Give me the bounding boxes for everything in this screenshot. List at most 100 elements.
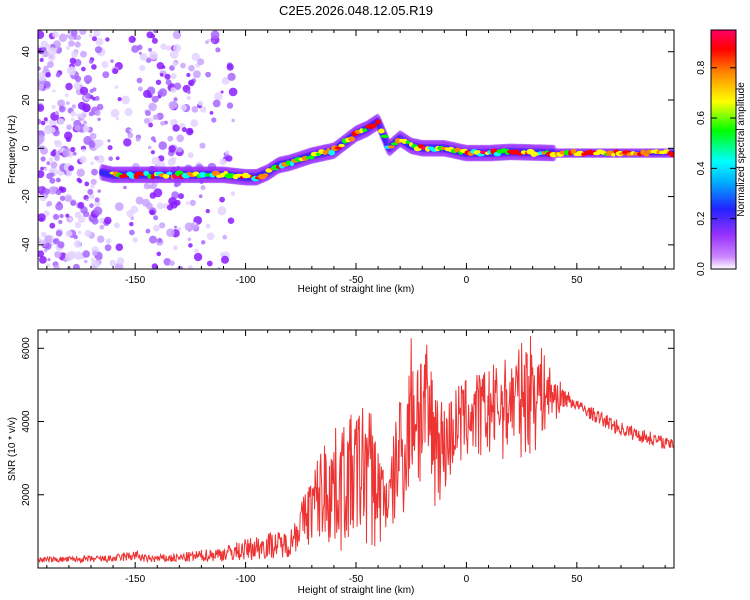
spectrogram-noise-point <box>231 118 235 123</box>
spectrogram-noise-point <box>92 250 98 257</box>
spectrogram-noise-point <box>170 87 177 93</box>
spectrogram-noise-point <box>199 142 206 149</box>
spectrogram-noise-point <box>136 77 143 84</box>
spectrogram-noise-point <box>96 235 105 243</box>
spec-ytick-label: 20 <box>21 94 32 106</box>
spectrogram-noise-point <box>225 150 230 155</box>
spectrogram-noise-point <box>40 120 46 126</box>
spectrogram-noise-point <box>142 198 150 207</box>
snr-ylabel: SNR (10 * v/v) <box>7 417 18 481</box>
chart-title: C2E5.2026.048.12.05.R19 <box>279 3 433 18</box>
spectrogram-noise-point <box>188 243 193 248</box>
spectrogram-noise-point <box>43 65 49 71</box>
spectrogram-noise-point <box>43 117 48 122</box>
spectrogram-noise-point <box>167 135 174 142</box>
spectrogram-noise-point <box>74 221 82 229</box>
spectrogram-noise-point <box>44 235 53 243</box>
spectrogram-noise-point <box>151 263 158 269</box>
spectrogram-noise-point <box>97 117 101 122</box>
spectrogram-noise-point <box>180 62 186 69</box>
spectrogram-noise-point <box>205 223 211 229</box>
spectrogram-noise-point <box>230 191 236 196</box>
spectrogram-noise-point <box>151 156 160 165</box>
spectrogram-noise-point <box>129 229 135 236</box>
spectrogram-noise-point <box>222 234 227 240</box>
spectrogram-noise-point <box>49 222 56 229</box>
spectrogram-ridge-peak <box>514 149 520 155</box>
spectrogram-noise-point <box>214 92 223 101</box>
spectrogram-noise-point <box>193 222 197 225</box>
colorbar-tick-label: 0.0 <box>696 262 707 276</box>
spectrogram-noise-point <box>193 252 203 262</box>
snr-marks <box>38 336 674 564</box>
spectrogram-noise-point <box>135 137 141 142</box>
spectrogram-ridge-peak <box>387 145 395 149</box>
spectrogram-noise-point <box>149 51 158 60</box>
spectrogram-noise-point <box>43 188 51 195</box>
spectrogram-noise-point <box>115 156 120 161</box>
spectrogram-noise-point <box>55 189 62 196</box>
spectrogram-noise-point <box>172 30 182 40</box>
snr-xtick-label: 50 <box>571 574 583 585</box>
spectrogram-noise-point <box>90 184 95 189</box>
spectrogram-noise-point <box>148 122 154 128</box>
spectrogram-noise-point <box>94 197 100 203</box>
spectrogram-noise-point <box>42 50 50 58</box>
spectrogram-ridge-peak <box>338 143 345 148</box>
spectrogram-noise-point <box>135 196 144 205</box>
colorbar-tick-label: 0.6 <box>696 111 707 125</box>
spectrogram-noise-point <box>105 37 110 42</box>
spectrogram-noise-point <box>148 47 153 52</box>
spectrogram-noise-point <box>189 199 196 206</box>
spectrogram-noise-point <box>147 145 152 150</box>
spectrogram-noise-point <box>114 222 120 229</box>
spec-xtick-label: -100 <box>236 275 256 286</box>
spectrogram-noise-point <box>219 158 227 166</box>
spectrogram-noise-point <box>83 75 93 84</box>
spectrogram-noise-point <box>124 107 133 117</box>
spectrogram-noise-point <box>168 145 176 153</box>
spectrogram-noise-point <box>65 45 71 50</box>
spectrogram-noise-point <box>156 202 164 210</box>
spectrogram-noise-point <box>57 178 61 182</box>
spectrogram-noise-point <box>206 232 215 241</box>
snr-xtick-label: -150 <box>125 574 145 585</box>
spectrogram-noise-point <box>219 196 226 203</box>
spectrogram-noise-point <box>57 241 65 249</box>
snr-xtick-label: -50 <box>349 574 364 585</box>
spectrogram-noise-point <box>52 89 56 93</box>
spectrogram-noise-point <box>205 208 210 214</box>
spectrogram-ridge-peak <box>372 123 377 128</box>
spectrogram-noise-point <box>70 111 77 117</box>
spectrogram-noise-point <box>80 50 87 58</box>
spectrogram-noise-point <box>69 57 77 64</box>
spectrogram-noise-point <box>38 66 41 71</box>
spectrogram-noise-point <box>40 156 46 162</box>
spectrogram-noise-point <box>156 251 162 257</box>
spectrogram-noise-point <box>168 197 177 206</box>
spectrogram-noise-point <box>90 161 94 166</box>
spectrogram-noise-point <box>55 230 63 237</box>
spectrogram-noise-point <box>43 167 47 171</box>
snr-axes: -150 -100 -50 0 50 2000 4000 6000 <box>21 330 674 585</box>
spectrogram-noise-point <box>57 118 65 125</box>
spectrogram-noise-point <box>176 146 183 153</box>
spectrogram-noise-point <box>150 33 156 39</box>
spec-xtick-label: -150 <box>125 275 145 286</box>
spectrogram-noise-point <box>55 72 61 78</box>
spectrogram-ridge-peak <box>262 173 269 177</box>
spectrogram-noise-point <box>38 170 45 179</box>
spectrogram-noise-point <box>62 148 71 158</box>
spectrogram-noise-point <box>65 230 73 238</box>
spectrogram-noise-point <box>99 224 105 230</box>
spectrogram-noise-point <box>43 125 53 135</box>
spectrogram-noise-point <box>127 132 134 139</box>
spectrogram-noise-point <box>38 137 44 145</box>
spectrogram-ridge-peak <box>362 128 368 132</box>
spectrogram-noise-point <box>169 260 175 267</box>
spectrogram-noise-point <box>49 127 56 133</box>
spectrogram-noise-point <box>70 117 75 122</box>
spectrogram-noise-point <box>227 72 236 81</box>
spectrogram-noise-point <box>95 37 104 46</box>
spectrogram-noise-point <box>53 265 60 269</box>
